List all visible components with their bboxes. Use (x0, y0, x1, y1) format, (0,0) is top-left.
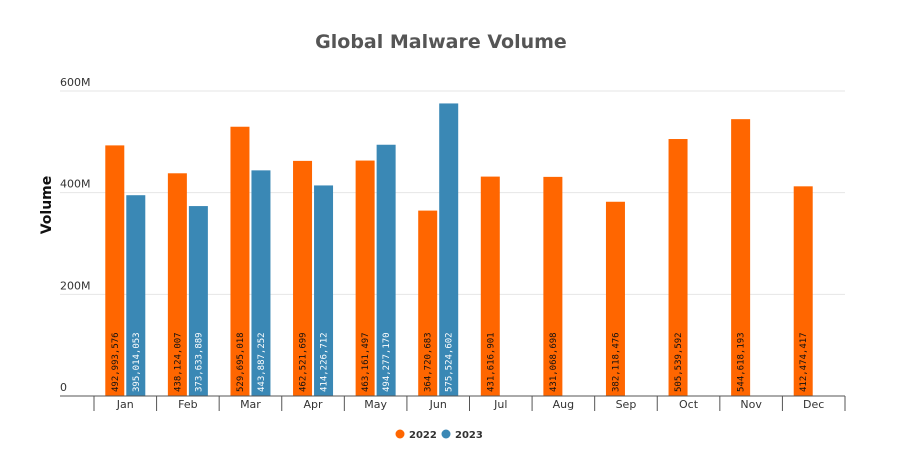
bar-2023-mar (251, 170, 271, 396)
data-label: 438,124,007 (173, 332, 183, 392)
x-axis: Jan Feb Mar Apr May Jun Jul Aug Sep Oct Nov Dec (60, 395, 846, 411)
data-label: 575,524,602 (445, 332, 455, 392)
bar-2023-jun (439, 103, 459, 397)
data-label: 529,695,018 (236, 332, 246, 392)
legend-marker-2023 (441, 429, 451, 439)
data-label: 412,474,417 (799, 332, 809, 392)
x-tick-label: Dec (803, 398, 824, 411)
x-tick-label: Jun (429, 398, 447, 411)
y-axis-ticks: 0 200M 400M 600M (60, 76, 91, 394)
data-label: 431,068,698 (549, 332, 559, 392)
data-label: 414,226,712 (320, 332, 330, 392)
bar-2022-sep (605, 201, 625, 396)
bar-2022-feb (167, 173, 187, 396)
data-label: 382,118,476 (611, 332, 621, 392)
x-tick-label: Feb (178, 398, 197, 411)
data-label: 364,720,683 (424, 332, 434, 392)
y-tick-label: 400M (60, 178, 91, 191)
x-tick-label: Oct (679, 398, 699, 411)
y-tick-label: 0 (60, 381, 67, 394)
x-tick-label: Jan (116, 398, 134, 411)
data-label: 462,521,699 (299, 332, 309, 392)
x-tick-label: Sep (616, 398, 637, 411)
y-tick-label: 200M (60, 279, 91, 292)
bars: 492,993,576 395,014,053 438,124,007 373,633… (105, 103, 813, 397)
legend-marker-2022 (395, 429, 405, 439)
x-tick-label: Nov (740, 398, 762, 411)
bar-2022-aug (543, 176, 563, 396)
data-label: 544,618,193 (737, 332, 747, 392)
bar-2022-jul (480, 176, 500, 396)
legend-label-2022: 2022 (409, 430, 437, 441)
y-tick-label: 600M (60, 76, 91, 89)
bar-2022-jan (105, 145, 125, 396)
bar-2022-oct (668, 139, 688, 396)
data-label: 431,616,901 (486, 332, 496, 392)
x-tick-label: Apr (304, 398, 324, 411)
bar-2022-jun (418, 210, 438, 396)
data-label: 505,539,592 (674, 332, 684, 392)
y-axis-label: Volume (39, 176, 55, 235)
bar-2022-nov (731, 119, 751, 397)
x-tick-label: Aug (553, 398, 574, 411)
data-label: 463,161,497 (361, 332, 371, 392)
legend: 2022 2023 (395, 429, 483, 441)
data-label: 492,993,576 (111, 332, 121, 392)
bar-2022-dec (793, 186, 813, 396)
data-label: 443,887,252 (257, 332, 267, 392)
bar-2023-feb (188, 206, 208, 396)
bar-2023-may (376, 144, 396, 396)
bar-2022-mar (230, 126, 250, 396)
data-label: 494,277,170 (382, 332, 392, 392)
x-tick-label: May (364, 398, 387, 411)
bar-2023-jan (126, 195, 146, 396)
chart-title: Global Malware Volume (315, 31, 567, 53)
bar-2023-apr (314, 185, 334, 396)
bar-2022-may (355, 160, 375, 396)
bar-2022-apr (293, 160, 313, 396)
data-label: 395,014,053 (132, 332, 142, 392)
data-label: 373,633,889 (194, 332, 204, 392)
x-tick-label: Mar (240, 398, 261, 411)
x-tick-label: Jul (493, 398, 507, 411)
legend-label-2023: 2023 (455, 430, 483, 441)
